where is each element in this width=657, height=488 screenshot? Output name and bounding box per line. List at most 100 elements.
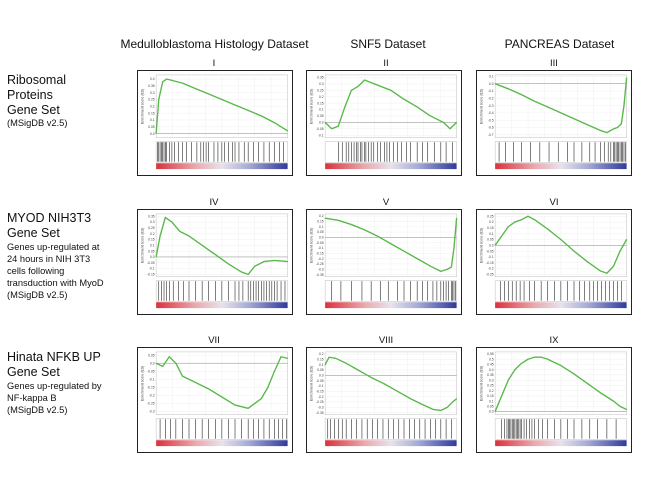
curve-point [287,357,289,359]
y-tick-label: -0.05 [147,261,155,265]
y-axis-label: Enrichment score (ES) [479,228,483,263]
gsea-panel-i: 0.4 0.35 0.3 0.25 0.2 0.15 0.1 0.05 0.0 Enrichmen… [137,70,293,176]
y-tick-label: -0.25 [486,273,494,277]
curve-point [247,407,249,409]
curve-point [612,265,614,267]
y-tick-label: 0.35 [317,76,324,80]
curve-point [201,244,203,246]
curve-point [267,386,269,388]
hit-band [324,141,457,163]
row-desc-line: 24 hours in NIH 3T3 [7,253,91,264]
y-tick-label: -0.1 [318,133,324,137]
y-tick-label: 0.45 [487,363,494,367]
curve-point [547,228,549,230]
y-tick-label: 0.05 [317,114,324,118]
curve-point [357,369,359,371]
curve-point [606,132,608,134]
ranked-list-bar [325,163,457,170]
y-tick-label: 0.1 [319,225,324,229]
curve-point [260,398,262,400]
curve-point [494,244,496,246]
y-tick-label: 0.1 [489,232,494,236]
y-tick-label: 0.0 [150,132,155,136]
y-tick-label: 0.35 [487,373,494,377]
curve-point [403,250,405,252]
gsea-panel-v: 0.2 0.15 0.1 0.05 0.0 -0.05 -0.1 -0.15 -0.2 -0.25… [306,209,462,315]
y-tick-label: 0.1 [150,243,155,247]
enrichment-curve [494,215,628,274]
curve-point [514,369,516,371]
y-tick-label: -0.15 [147,386,155,390]
curve-point [377,84,379,86]
y-tick-label: -0.35 [316,411,324,415]
ranked-list-bar [156,302,288,309]
curve-point [423,404,425,406]
y-tick-label: 0.35 [148,214,155,218]
panel-label-vii: VII [208,335,220,346]
curve-point [337,219,339,221]
ranked-list-bar [156,163,288,170]
curve-point [560,365,562,367]
curve-point [410,398,412,400]
curve-point [181,375,183,377]
y-tick-label: -0.25 [147,402,155,406]
curve-point [507,226,509,228]
curve-point [324,217,326,219]
y-tick-label: -0.2 [488,267,494,271]
y-axis-label: Enrichment score (ES) [479,89,483,124]
curve-point [350,89,352,91]
panel-label-viii: VIII [378,335,394,346]
y-tick-label: -0.15 [486,261,494,265]
hit-band [324,418,457,440]
y-tick-label: -0.05 [147,369,155,373]
curve-point [449,128,451,130]
curve-point [162,365,164,367]
curve-point [273,259,275,261]
y-tick-label: -0.5 [488,118,494,122]
curve-point [221,99,223,100]
curve-point [208,93,210,95]
curve-point [208,388,210,390]
y-tick-label: -0.2 [149,394,155,398]
curve-point [494,83,496,85]
curve-point [534,100,536,102]
curve-point [260,115,262,117]
y-tick-label: 0.3 [150,220,155,224]
enrichment-curve [494,356,627,412]
y-tick-label: -0.15 [316,389,324,393]
y-tick-label: 0.0 [489,243,494,247]
y-tick-label: -0.25 [316,400,324,404]
y-tick-label: 0.25 [148,98,155,102]
gsea-chart: 0.550.5 0.450.40.350.3 0.250.20.150.1 0.050… [479,351,628,447]
panel-label-iv: IV [209,197,219,208]
curve-point [175,362,177,364]
y-tick-label: 0.0 [319,121,324,125]
y-tick-label: 0.1 [150,118,155,122]
y-tick-label: 0.15 [317,220,324,224]
y-tick-label: 0.15 [317,101,324,105]
curve-point [155,133,157,135]
curve-point [390,89,392,91]
y-tick-label: -0.15 [316,251,324,255]
curve-point [456,217,458,219]
curve-point [586,261,588,263]
curve-point [195,88,197,90]
row-desc-line: (MSigDB v2.5) [7,404,68,415]
curve-point [280,126,282,128]
curve-point [560,239,562,240]
gsea-panel-ii: 0.35 0.3 0.25 0.2 0.15 0.1 0.05 0.0 -0.05 -0.1 Enr… [306,70,462,176]
y-tick-label: 0.25 [317,88,324,92]
row-desc-line: Genes up-regulated at [7,241,100,252]
y-tick-label: 0.1 [489,75,494,79]
hit-band [324,280,457,302]
column-header-pancreas: PANCREAS Dataset [504,37,615,51]
row-label-hinata: Hinata NFKB UP Gene Set Genes up-regulat… [7,350,102,416]
gsea-panel-vi: 0.25 0.2 0.15 0.1 0.05 0.0 -0.05 -0.1 -0.15 -0.2 -… [476,209,632,315]
curve-point [227,263,229,265]
curve-point [364,229,366,231]
ranked-list-bar [495,440,627,447]
row-desc-line: Genes up-regulated by [7,380,102,391]
curve-point [162,81,164,83]
curve-point [620,123,622,125]
gsea-chart: 0.2 0.150.10.05 0.0-0.05-0.1-0.15 -0.2-0.25… [309,351,458,447]
